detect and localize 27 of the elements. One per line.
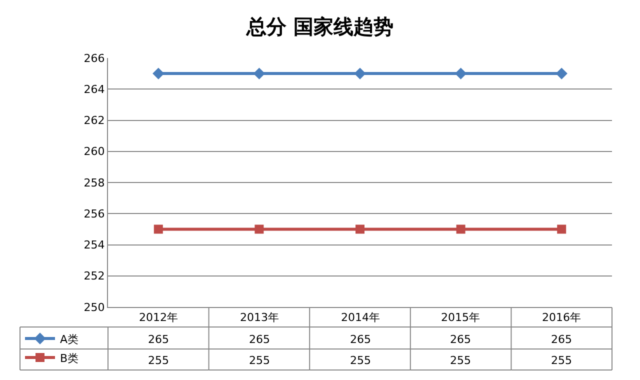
data-label: 255 xyxy=(450,354,471,367)
y-tick-label: 256 xyxy=(84,207,105,220)
x-tick-label: 2012年 xyxy=(139,311,178,324)
y-tick-label: 264 xyxy=(84,82,105,96)
y-tick-label: 266 xyxy=(84,52,105,65)
data-label: 265 xyxy=(551,333,572,346)
legend-label: A类 xyxy=(60,332,79,346)
y-tick-label: 260 xyxy=(84,145,105,158)
x-tick-label: 2014年 xyxy=(341,311,380,324)
x-tick-label: 2013年 xyxy=(240,311,279,324)
legend-label: B类 xyxy=(60,352,79,365)
data-label: 255 xyxy=(350,354,371,367)
y-tick-label: 252 xyxy=(84,270,105,283)
y-tick-label: 262 xyxy=(84,114,105,128)
data-label: 265 xyxy=(148,333,169,346)
data-label: 255 xyxy=(551,354,572,367)
chart-title: 总分 国家线趋势 xyxy=(246,14,394,39)
y-tick-label: 250 xyxy=(84,300,105,314)
data-label: 265 xyxy=(450,333,471,346)
data-label: 265 xyxy=(249,333,270,346)
data-label: 265 xyxy=(350,333,371,346)
y-tick-label: 258 xyxy=(84,176,105,190)
y-tick-label: 254 xyxy=(84,238,105,252)
x-tick-label: 2016年 xyxy=(542,311,581,324)
data-label: 255 xyxy=(249,354,270,367)
data-label: 255 xyxy=(148,354,169,367)
x-tick-label: 2015年 xyxy=(441,311,480,324)
